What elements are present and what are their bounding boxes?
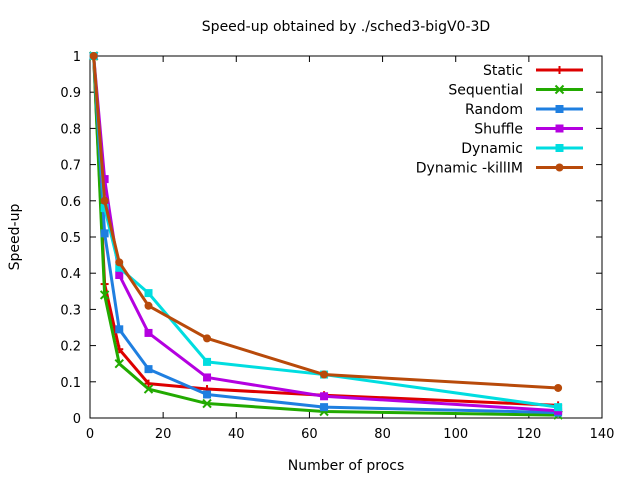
x-axis-ticks: 0 20 40 60 80 100 120 140 [86, 56, 615, 442]
data-point-1-3 [143, 384, 154, 394]
data-point-3-5 [320, 392, 329, 401]
series-layer [88, 51, 563, 420]
y-tick-label-10: 1 [73, 50, 81, 65]
data-point-3-3 [144, 328, 153, 337]
y-axis-label: Speed-up [7, 204, 23, 271]
data-point-4-2 [115, 263, 124, 272]
y-tick-label-5: 0.5 [60, 231, 81, 246]
data-point-5-4 [203, 334, 212, 343]
legend-label-2: Random [465, 102, 523, 118]
x-tick-label-6: 120 [516, 427, 541, 442]
data-point-2-3 [144, 365, 153, 374]
data-point-2-4 [203, 390, 212, 399]
data-point-4-1 [100, 204, 109, 213]
data-point-2-1 [100, 229, 109, 238]
y-tick-label-0: 0 [73, 412, 81, 427]
y-tick-label-8: 0.8 [60, 122, 81, 137]
data-point-1-2 [114, 358, 124, 369]
plot-frame [89, 55, 603, 419]
y-tick-label-9: 0.9 [60, 86, 81, 101]
x-tick-label-0: 0 [86, 427, 94, 442]
data-point-5-2 [115, 258, 124, 267]
data-point-4-4 [203, 357, 212, 366]
x-tick-label-2: 40 [228, 427, 245, 442]
x-axis-label: Number of procs [288, 458, 405, 474]
data-point-4-6 [554, 403, 563, 412]
y-axis-ticks: 0 0.1 0.2 0.3 0.4 0.5 0.6 0.7 0.8 0.9 1 [60, 50, 602, 427]
x-tick-label-1: 20 [155, 427, 172, 442]
legend: Static Sequential Random Shuffle Dynamic Dyna… [416, 63, 583, 177]
data-point-1-1 [99, 290, 110, 300]
legend-marker-1 [554, 84, 565, 95]
data-point-5-6 [554, 383, 563, 392]
data-point-5-3 [144, 301, 153, 310]
data-point-4-3 [144, 289, 153, 298]
x-tick-label-3: 60 [301, 427, 318, 442]
y-tick-label-1: 0.1 [60, 376, 81, 391]
legend-label-0: Static [483, 63, 523, 79]
data-point-2-2 [115, 325, 124, 334]
legend-label-1: Sequential [448, 83, 523, 99]
y-tick-label-6: 0.6 [60, 195, 81, 210]
legend-marker-3 [555, 124, 564, 133]
legend-marker-0 [555, 66, 564, 74]
data-point-5-5 [320, 370, 329, 379]
y-tick-label-7: 0.7 [60, 159, 81, 174]
legend-marker-2 [555, 105, 564, 113]
legend-marker-5 [555, 163, 564, 172]
legend-marker-4 [555, 144, 564, 152]
data-point-3-2 [115, 271, 124, 280]
y-tick-label-3: 0.3 [60, 303, 81, 318]
y-tick-label-2: 0.2 [60, 340, 81, 355]
x-tick-label-4: 80 [374, 427, 391, 442]
chart-title: Speed-up obtained by ./sched3-bigV0-3D [202, 19, 490, 35]
series-dynamic-killim [89, 52, 563, 392]
data-point-3-1 [100, 175, 109, 184]
x-tick-label-7: 140 [590, 427, 615, 442]
data-point-3-4 [203, 373, 212, 382]
data-point-1-4 [202, 398, 212, 409]
data-point-0-3 [144, 379, 153, 388]
data-point-5-1 [100, 196, 109, 205]
legend-label-4: Dynamic [461, 141, 523, 157]
data-point-2-5 [320, 403, 329, 412]
legend-label-3: Shuffle [474, 122, 523, 138]
y-tick-label-4: 0.4 [60, 267, 81, 282]
data-point-5-0 [89, 52, 98, 60]
legend-label-5: Dynamic -killIM [416, 161, 523, 177]
x-tick-label-5: 100 [443, 427, 468, 442]
